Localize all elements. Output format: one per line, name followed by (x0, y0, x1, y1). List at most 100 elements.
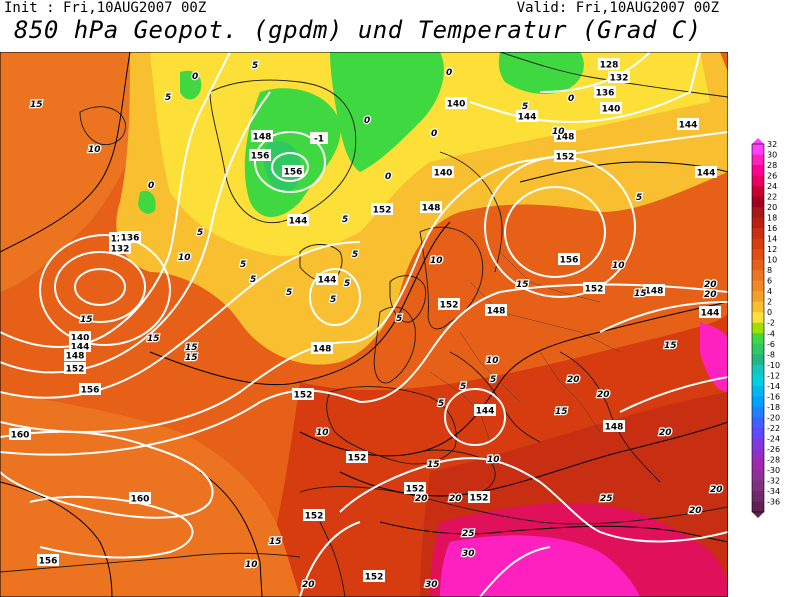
colorbar-swatch (752, 228, 764, 240)
colorbar-swatch (752, 469, 764, 481)
colorbar-label: -10 (767, 361, 780, 370)
colorbar-swatch (752, 354, 764, 366)
isotherms (0, 52, 728, 597)
temp-label: 15 (80, 315, 93, 325)
cold-pool-small (180, 70, 202, 100)
temp-label: 15 (634, 289, 647, 299)
colorbar-swatch (752, 322, 764, 334)
colorbar-label: -24 (767, 434, 780, 443)
geo-label: 152 (294, 391, 313, 401)
geo-label: 144 (71, 343, 90, 353)
temp-label: 0 (446, 68, 452, 78)
colorbar-swatch (752, 448, 764, 460)
colorbar-swatch (752, 427, 764, 439)
temp-label: 5 (636, 193, 642, 203)
colorbar-swatch (752, 333, 764, 345)
geo-label: 156 (560, 256, 579, 266)
temp-label: 15 (185, 343, 198, 353)
colorbar-swatch (752, 291, 764, 303)
colorbar-swatch (752, 207, 764, 219)
colorbar-swatch (752, 186, 764, 198)
geo-label: 156 (251, 152, 270, 162)
colorbar-label: 16 (767, 224, 777, 233)
temp-label: 15 (427, 460, 440, 470)
temp-label: 20 (597, 390, 610, 400)
geo-label: 156 (81, 386, 100, 396)
colorbar-swatch (752, 259, 764, 271)
temp-label: 0 (568, 94, 574, 104)
temp-label: 0 (192, 72, 198, 82)
geo-label: 144 (679, 121, 698, 131)
temp-label: 25 (462, 529, 475, 539)
colorbar-swatch (752, 217, 764, 229)
geo-label: 148 (253, 133, 272, 143)
geo-label: 140 (71, 334, 90, 344)
temp-label: 5 (197, 228, 203, 238)
colorbar-swatch (752, 385, 764, 397)
temp-label: 20 (710, 485, 723, 495)
colorbar-label: -6 (767, 340, 775, 349)
colorbar-label: 32 (767, 140, 777, 149)
temp-label: 5 (240, 260, 246, 270)
temp-label: 10 (316, 428, 329, 438)
colorbar-label: 4 (767, 287, 772, 296)
temp-label: 15 (664, 341, 677, 351)
geo-label: 144 (476, 407, 495, 417)
colorbar-swatch (752, 196, 764, 208)
colorbar-label: 6 (767, 277, 772, 286)
geo-label: 152 (585, 285, 604, 295)
colorbar-label: -16 (767, 392, 780, 401)
colorbar-label: -36 (767, 497, 780, 506)
temperature-labels: 15 10 5 0 10 15 15 15 15 5 5 5 5 5 5 5 5… (29, 60, 724, 592)
temp-label: 5 (396, 314, 402, 324)
east-hot-zone (700, 322, 728, 392)
geo-label: 144 (701, 309, 720, 319)
temp-label: 5 (490, 375, 496, 385)
colorbar-label: 10 (767, 256, 777, 265)
colorbar-label: 8 (767, 266, 772, 275)
temp-label: 5 (460, 382, 466, 392)
temp-label: 10 (486, 356, 499, 366)
temp-label: 5 (522, 102, 528, 112)
geo-label: 140 (434, 169, 453, 179)
geo-label: 152 (556, 153, 575, 163)
colorbar-swatch (752, 312, 764, 324)
geo-label: -1 (314, 135, 324, 145)
temp-label: 5 (344, 279, 350, 289)
colorbar-swatch (752, 480, 764, 492)
colorbar-swatch (752, 406, 764, 418)
geo-label: 152 (470, 494, 489, 504)
temp-label: 15 (185, 353, 198, 363)
temp-label: 10 (178, 253, 191, 263)
colorbar-label: -22 (767, 424, 780, 433)
temp-label: 20 (704, 290, 717, 300)
map-labels: 128 132 136 140 144 148 152 160 160 156 … (9, 58, 724, 592)
colorbar-label: -28 (767, 455, 780, 464)
colorbar-label: -18 (767, 403, 780, 412)
temp-label: 0 (148, 181, 154, 191)
colorbar-swatch (752, 396, 764, 408)
extreme-hot-zone (440, 535, 640, 597)
geo-label: 160 (131, 495, 150, 505)
cold-pool-west (138, 190, 156, 214)
temp-label: 20 (567, 375, 580, 385)
colorbar-label: -30 (767, 466, 780, 475)
geo-label: 152 (305, 512, 324, 522)
atlantic-zone (0, 52, 160, 292)
geo-label: 152 (365, 573, 384, 583)
temp-label: 5 (438, 399, 444, 409)
geo-label: 144 (697, 169, 716, 179)
colorbar-swatch (752, 144, 764, 156)
geo-label: 136 (121, 234, 140, 244)
geo-label: 148 (66, 352, 85, 362)
geo-label: 160 (11, 431, 30, 441)
temp-label: 5 (252, 61, 258, 71)
geo-label: 148 (605, 423, 624, 433)
temp-label: 0 (431, 129, 437, 139)
geo-label: 132 (610, 74, 629, 84)
temp-label: 15 (30, 100, 43, 110)
colorbar-label: -20 (767, 413, 780, 422)
colorbar-swatch (752, 438, 764, 450)
temp-label: 20 (302, 580, 315, 590)
colorbar-swatch (752, 501, 764, 513)
